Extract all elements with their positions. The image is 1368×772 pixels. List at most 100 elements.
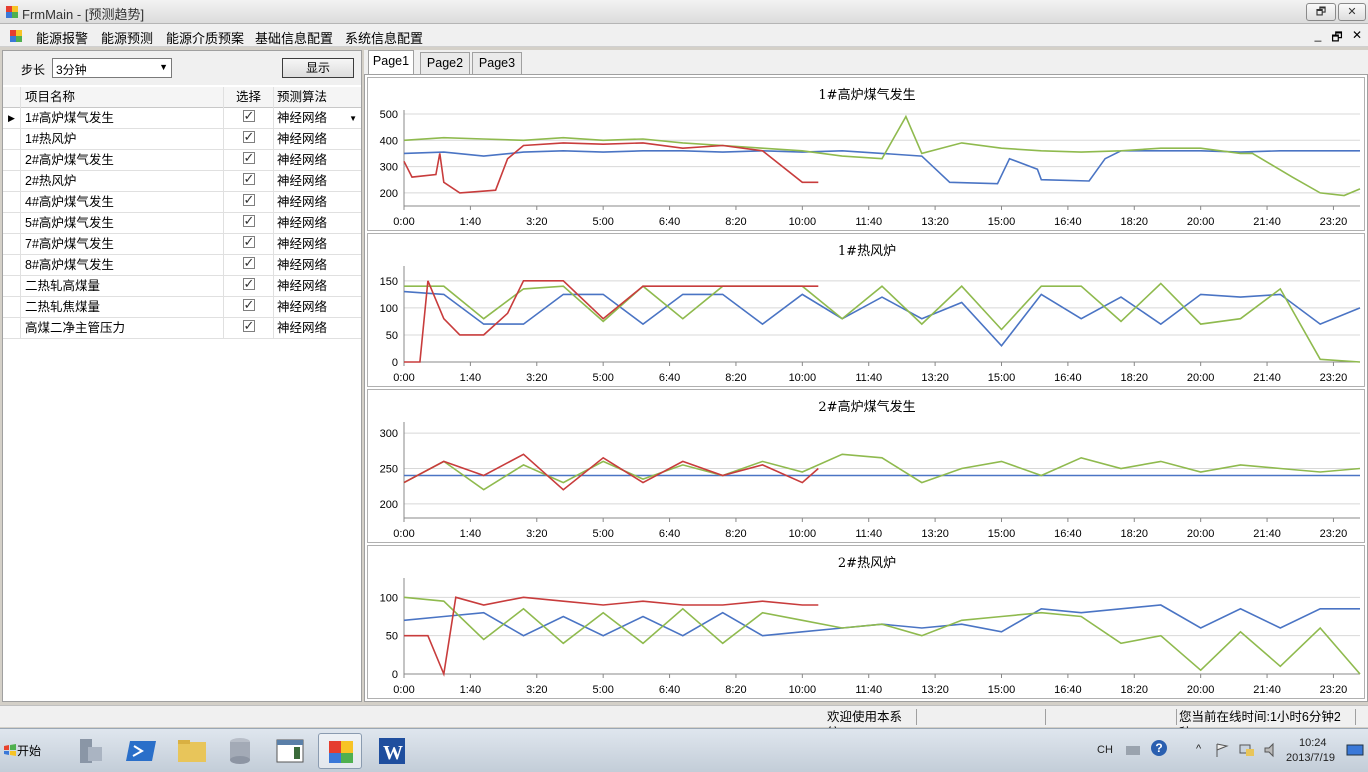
grid-row[interactable]: 2#高炉煤气发生 ✓ 神经网络 — [3, 150, 361, 171]
item-name-cell[interactable]: 2#高炉煤气发生 — [21, 150, 224, 171]
grid-row[interactable]: 高煤二净主管压力 ✓ 神经网络 — [3, 318, 361, 339]
algo-cell[interactable]: 神经网络 — [274, 171, 361, 192]
volume-icon[interactable] — [1262, 741, 1280, 759]
grid-row[interactable]: 2#热风炉 ✓ 神经网络 — [3, 171, 361, 192]
network-icon[interactable] — [1238, 741, 1256, 759]
taskbar-word[interactable]: W — [370, 733, 414, 769]
tab-page1[interactable]: Page1 — [368, 50, 414, 75]
row-header[interactable] — [3, 192, 21, 213]
algo-cell[interactable]: 神经网络 — [274, 297, 361, 318]
select-checkbox[interactable]: ✓ — [242, 150, 255, 165]
chevron-down-icon[interactable]: ▼ — [349, 114, 357, 123]
taskbar-powershell[interactable] — [120, 733, 164, 769]
grid-row[interactable]: ▶ 1#高炉煤气发生 ✓ 神经网络 ▼ — [3, 108, 361, 129]
item-name-cell[interactable]: 1#高炉煤气发生 — [21, 108, 224, 129]
item-name-cell[interactable]: 高煤二净主管压力 — [21, 318, 224, 339]
flag-icon[interactable] — [1213, 741, 1231, 759]
row-header[interactable] — [3, 276, 21, 297]
tab-page3[interactable]: Page3 — [472, 52, 522, 74]
taskbar-explorer[interactable] — [170, 733, 214, 769]
row-header[interactable] — [3, 318, 21, 339]
grid-row[interactable]: 7#高炉煤气发生 ✓ 神经网络 — [3, 234, 361, 255]
algo-cell[interactable]: 神经网络 — [274, 276, 361, 297]
column-header-select[interactable]: 选择 — [224, 87, 274, 108]
select-checkbox[interactable]: ✓ — [242, 234, 255, 249]
tab-page2[interactable]: Page2 — [420, 52, 470, 74]
taskbar-database[interactable] — [218, 733, 262, 769]
select-checkbox-cell[interactable]: ✓ — [224, 297, 274, 318]
item-name-cell[interactable]: 5#高炉煤气发生 — [21, 213, 224, 234]
row-header[interactable] — [3, 129, 21, 150]
menu-energy-medium-plan[interactable]: 能源介质预案 — [166, 31, 245, 46]
keyboard-icon[interactable] — [1124, 741, 1142, 759]
select-checkbox-cell[interactable]: ✓ — [224, 171, 274, 192]
select-checkbox-cell[interactable]: ✓ — [224, 276, 274, 297]
menu-energy-alarm[interactable]: 能源报警 — [36, 31, 89, 46]
grid-row[interactable]: 1#热风炉 ✓ 神经网络 — [3, 129, 361, 150]
mdi-minimize-button[interactable]: _ — [1314, 28, 1322, 42]
algo-cell[interactable]: 神经网络 — [274, 129, 361, 150]
language-indicator[interactable]: CH — [1097, 744, 1113, 756]
row-header[interactable] — [3, 150, 21, 171]
clock-time[interactable]: 10:24 — [1299, 737, 1327, 749]
menu-basic-info-config[interactable]: 基础信息配置 — [255, 31, 334, 46]
grid-row[interactable]: 8#高炉煤气发生 ✓ 神经网络 — [3, 255, 361, 276]
taskbar-console[interactable] — [268, 733, 312, 769]
algo-cell[interactable]: 神经网络 — [274, 150, 361, 171]
help-icon[interactable]: ? — [1151, 740, 1167, 756]
tray-expand-icon[interactable]: ^ — [1196, 743, 1202, 755]
window-close-button[interactable]: ✕ — [1338, 3, 1366, 21]
select-checkbox[interactable]: ✓ — [242, 213, 255, 228]
select-checkbox-cell[interactable]: ✓ — [224, 255, 274, 276]
algo-cell[interactable]: 神经网络 — [274, 234, 361, 255]
item-name-cell[interactable]: 二热轧高煤量 — [21, 276, 224, 297]
window-restore-button[interactable]: 🗗 — [1306, 3, 1336, 21]
item-name-cell[interactable]: 8#高炉煤气发生 — [21, 255, 224, 276]
select-checkbox-cell[interactable]: ✓ — [224, 129, 274, 150]
select-checkbox-cell[interactable]: ✓ — [224, 213, 274, 234]
row-header[interactable]: ▶ — [3, 108, 21, 129]
chevron-down-icon[interactable]: ▼ — [159, 62, 168, 72]
select-checkbox[interactable]: ✓ — [242, 255, 255, 270]
select-checkbox-cell[interactable]: ✓ — [224, 318, 274, 339]
grid-row[interactable]: 二热轧高煤量 ✓ 神经网络 — [3, 276, 361, 297]
mdi-close-button[interactable]: ✕ — [1351, 28, 1363, 42]
select-checkbox-cell[interactable]: ✓ — [224, 108, 274, 129]
algo-cell[interactable]: 神经网络 ▼ — [274, 108, 361, 129]
row-header[interactable] — [3, 213, 21, 234]
select-checkbox[interactable]: ✓ — [242, 276, 255, 291]
taskbar-frmmain[interactable] — [318, 733, 362, 769]
menu-system-info-config[interactable]: 系统信息配置 — [345, 31, 424, 46]
algo-cell[interactable]: 神经网络 — [274, 255, 361, 276]
grid-row[interactable]: 5#高炉煤气发生 ✓ 神经网络 — [3, 213, 361, 234]
grid-row[interactable]: 二热轧焦煤量 ✓ 神经网络 — [3, 297, 361, 318]
item-name-cell[interactable]: 2#热风炉 — [21, 171, 224, 192]
select-checkbox[interactable]: ✓ — [242, 297, 255, 312]
algo-cell[interactable]: 神经网络 — [274, 213, 361, 234]
select-checkbox[interactable]: ✓ — [242, 171, 255, 186]
algo-cell[interactable]: 神经网络 — [274, 318, 361, 339]
select-checkbox-cell[interactable]: ✓ — [224, 150, 274, 171]
column-header-name[interactable]: 项目名称 — [21, 87, 224, 108]
select-checkbox-cell[interactable]: ✓ — [224, 192, 274, 213]
grid-row[interactable]: 4#高炉煤气发生 ✓ 神经网络 — [3, 192, 361, 213]
item-name-cell[interactable]: 二热轧焦煤量 — [21, 297, 224, 318]
taskbar-server-manager[interactable] — [68, 733, 112, 769]
show-button[interactable]: 显示 — [282, 58, 354, 78]
column-header-algo[interactable]: 预测算法 — [277, 90, 328, 104]
start-button[interactable]: 开始 — [3, 737, 49, 765]
row-header[interactable] — [3, 297, 21, 318]
item-name-cell[interactable]: 7#高炉煤气发生 — [21, 234, 224, 255]
algo-cell[interactable]: 神经网络 — [274, 192, 361, 213]
select-checkbox-cell[interactable]: ✓ — [224, 234, 274, 255]
select-checkbox[interactable]: ✓ — [242, 129, 255, 144]
mdi-restore-button[interactable]: 🗗 — [1331, 30, 1343, 44]
show-desktop-icon[interactable] — [1346, 743, 1364, 759]
step-combobox[interactable]: 3分钟 ▼ — [52, 58, 172, 78]
row-header[interactable] — [3, 234, 21, 255]
menu-energy-forecast[interactable]: 能源预测 — [101, 31, 154, 46]
row-header[interactable] — [3, 255, 21, 276]
select-checkbox[interactable]: ✓ — [242, 318, 255, 333]
select-checkbox[interactable]: ✓ — [242, 108, 255, 123]
item-name-cell[interactable]: 1#热风炉 — [21, 129, 224, 150]
